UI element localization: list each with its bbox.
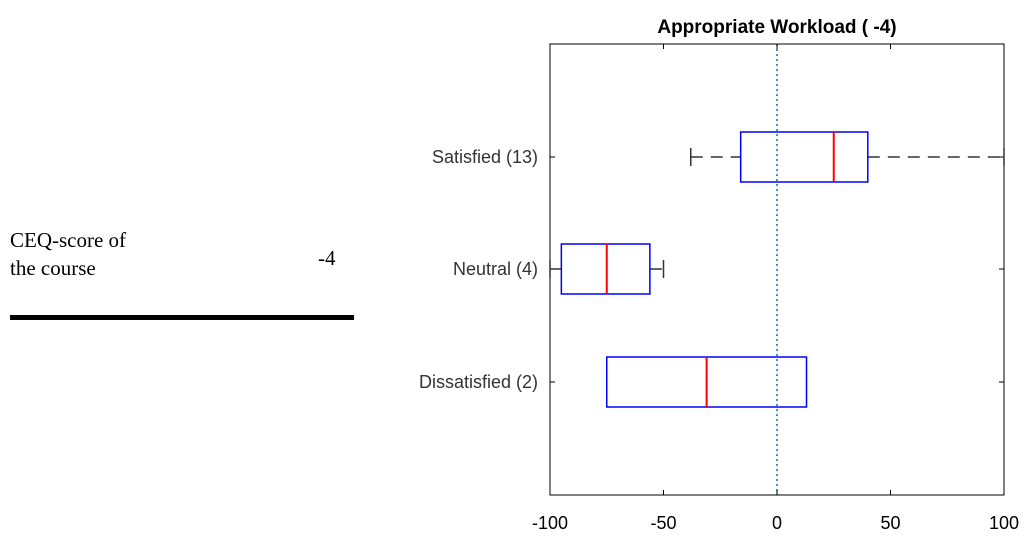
category-label: Dissatisfied (2): [419, 372, 538, 392]
x-tick-label: 50: [880, 513, 900, 533]
x-tick-label: 0: [772, 513, 782, 533]
x-tick-label: 100: [989, 513, 1019, 533]
category-label: Neutral (4): [453, 259, 538, 279]
chart-title: Appropriate Workload ( -4): [657, 17, 896, 38]
boxplot-chart: Appropriate Workload ( -4) -100 -50 0 50 100 S…: [419, 17, 1019, 533]
ceq-rule: [10, 315, 354, 320]
box: [560, 243, 651, 295]
ceq-label-line2: the course: [10, 256, 96, 280]
ceq-value: -4: [318, 246, 336, 270]
x-tick-label: -50: [650, 513, 676, 533]
ceq-label-line1: CEQ-score of: [10, 228, 127, 252]
x-tick-label: -100: [532, 513, 568, 533]
category-label: Satisfied (13): [432, 147, 538, 167]
ceq-label: CEQ-score of the course: [10, 226, 210, 282]
box: [739, 131, 869, 183]
